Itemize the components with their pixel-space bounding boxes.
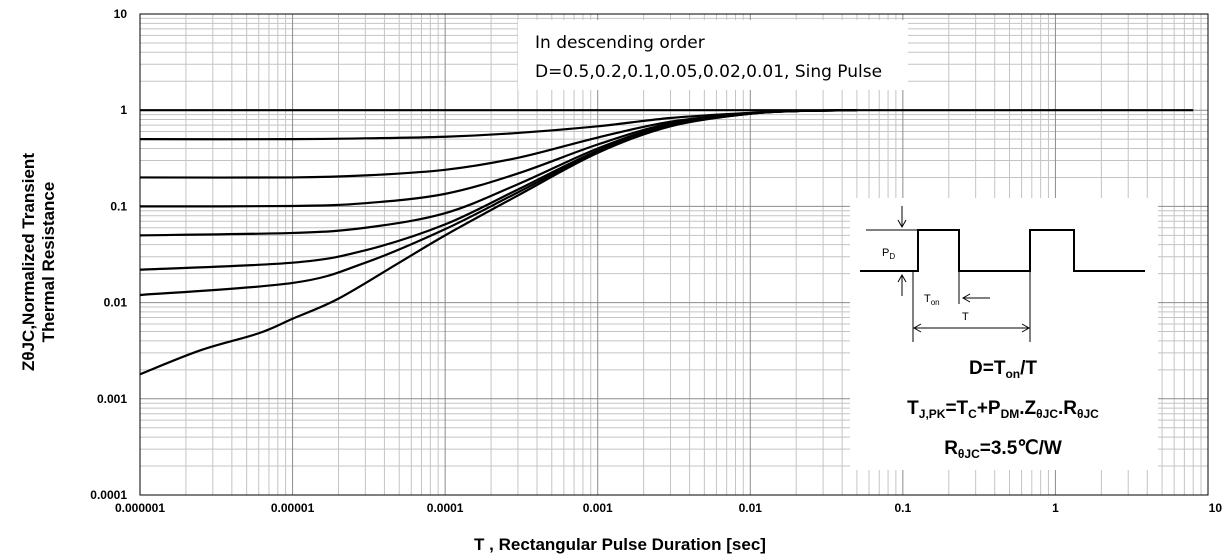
- x-tick-label: 0.1: [895, 501, 912, 515]
- x-tick-labels: 0.000001 0.00001 0.0001 0.001 0.01 0.1 1 10: [115, 501, 1222, 515]
- y-tick-label: 10: [114, 7, 128, 21]
- x-tick-label: 1: [1052, 501, 1059, 515]
- pd-arrow-top-head: [897, 219, 907, 229]
- order-note-line2: D=0.5,0.2,0.1,0.05,0.02,0.01, Sing Pulse: [535, 62, 882, 82]
- order-note: In descending order D=0.5,0.2,0.1,0.05,0…: [518, 20, 908, 90]
- x-tick-label: 10: [1209, 501, 1223, 515]
- y-tick-label: 1: [120, 103, 127, 117]
- x-tick-label: 0.01: [739, 501, 763, 515]
- period-arrow-left-head: [912, 323, 922, 333]
- ton-arrow-head: [961, 293, 971, 303]
- ton-label: Ton: [924, 293, 940, 307]
- curve-5: [139, 109, 857, 237]
- y-tick-labels: 0.0001 0.001 0.01 0.1 1 10: [90, 7, 127, 502]
- pulse-inset: PD Ton T D=Ton/T TJ,PK=TC+PDM.ZθJC.RθJC …: [850, 198, 1158, 470]
- y-axis-title-line2: Thermal Resistance: [39, 182, 58, 343]
- x-tick-label: 0.0001: [427, 501, 464, 515]
- order-note-background: [518, 20, 908, 90]
- y-tick-label: 0.01: [104, 296, 128, 310]
- inset-background: [850, 198, 1158, 470]
- y-axis-title-line1: ZθJC,Normalized Transient: [19, 153, 38, 371]
- pd-arrow-bottom-head: [897, 273, 907, 283]
- x-tick-label: 0.00001: [271, 501, 315, 515]
- x-tick-label: 0.001: [583, 501, 613, 515]
- period-arrow-right-head: [1021, 323, 1031, 333]
- curve-3: [139, 109, 857, 179]
- y-tick-label: 0.001: [97, 392, 127, 406]
- curve-8: [139, 109, 857, 376]
- y-axis-title: ZθJC,Normalized Transient Thermal Resist…: [19, 153, 58, 371]
- pulse-waveform: [860, 229, 1145, 272]
- thermal-resistance-value: RθJC=3.5℃/W: [944, 438, 1062, 461]
- junction-temp-formula: TJ,PK=TC+PDM.ZθJC.RθJC: [907, 398, 1099, 421]
- order-note-line1: In descending order: [535, 33, 705, 53]
- x-axis-title: T , Rectangular Pulse Duration [sec]: [474, 535, 766, 554]
- plot-frame: [139, 13, 1209, 496]
- curves: [139, 109, 1194, 376]
- y-tick-label: 0.0001: [90, 488, 127, 502]
- x-tick-label: 0.000001: [115, 501, 165, 515]
- period-label: T: [962, 311, 969, 323]
- curve-7: [139, 109, 857, 297]
- y-tick-label: 0.1: [110, 199, 127, 213]
- duty-cycle-formula: D=Ton/T: [969, 358, 1037, 381]
- pd-label: PD: [882, 247, 895, 261]
